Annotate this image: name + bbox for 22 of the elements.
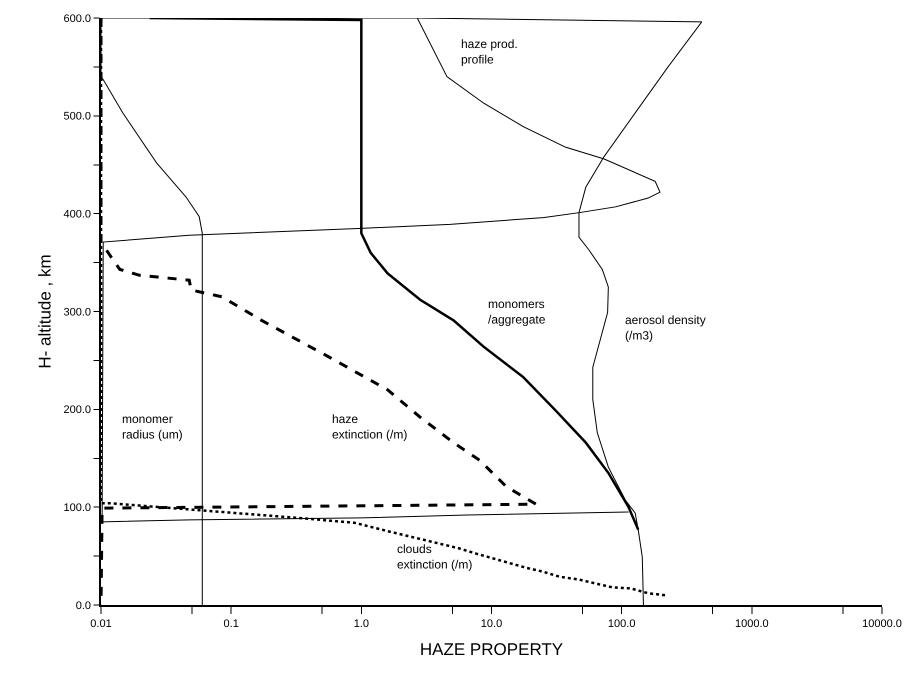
x-tick-label: 1000.0 [735,618,769,630]
series-label: monomer radius (um) [122,412,183,442]
series-label: monomers /aggregate [488,297,546,327]
series-label: aerosol density (/m3) [625,313,706,343]
y-tick-label: 600.0 [64,12,92,25]
x-tick-label: 10000.0 [862,618,902,630]
x-tick-label: 1.0 [354,618,369,630]
series-label: haze extinction (/m) [332,412,408,442]
y-tick-label: 200.0 [64,404,92,416]
x-tick-label: 0.01 [90,618,112,630]
x-tick-label: 100.0 [608,618,636,630]
y-tick-label: 500.0 [64,110,92,123]
y-tick-label: 300.0 [64,306,92,318]
y-tick-label: 0.0 [76,600,92,612]
y-axis-title: H- altitude , km [36,254,55,369]
series-label: haze prod. profile [461,37,518,67]
y-tick-label: 400.0 [64,208,92,221]
x-tick-label: 10.0 [480,618,502,630]
series-label: clouds extinction (/m) [397,542,472,572]
y-tick-label: 100.0 [64,502,92,514]
x-axis-title: HAZE PROPERTY [420,640,564,659]
x-tick-label: 0.1 [224,618,239,630]
